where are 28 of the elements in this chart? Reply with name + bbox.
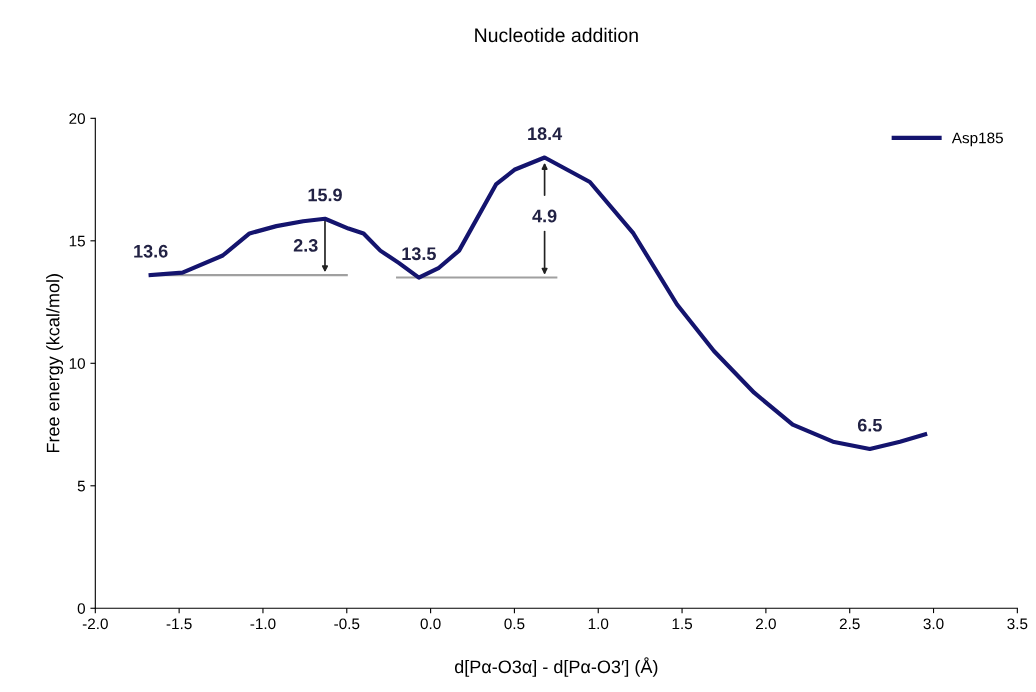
x-tick-label: 2.5 [839,618,860,630]
x-tick-label: 0.0 [420,618,441,630]
annotation: 6.5 [857,418,882,432]
y-tick-label: 20 [69,113,85,125]
x-tick-label: 3.0 [923,618,944,630]
annotation: 2.3 [293,239,318,252]
annotation: 13.5 [402,247,436,261]
y-tick-label: 10 [69,358,85,369]
chart-title: Nucleotide addition [475,27,638,43]
annotation: 4.9 [532,209,557,223]
y-tick-label: 0 [77,603,85,614]
x-tick-label: -1.0 [250,618,276,630]
annotation: 18.4 [528,127,563,141]
x-tick-label: 1.5 [672,618,693,630]
legend-label: Asp185 [951,132,1003,147]
y-tick-label: 15 [69,235,85,247]
x-tick-label: 2.0 [756,618,776,630]
x-tick-label: -1.5 [166,618,192,630]
x-tick-label: 3.5 [1007,618,1028,630]
annotation: 13.6 [134,244,168,258]
y-axis-title: Free energy (kcal/mol) [46,274,64,453]
y-tick-label: 5 [77,480,85,492]
x-tick-label: -0.5 [334,618,360,630]
x-tick-label: -2.0 [82,618,108,630]
x-tick-label: 0.5 [504,618,525,630]
x-tick-label: 1.0 [588,618,609,630]
x-axis-title: d[Pα-O3α] - d[Pα-O3′] (Å) [454,657,658,677]
annotation: 15.9 [308,188,342,202]
